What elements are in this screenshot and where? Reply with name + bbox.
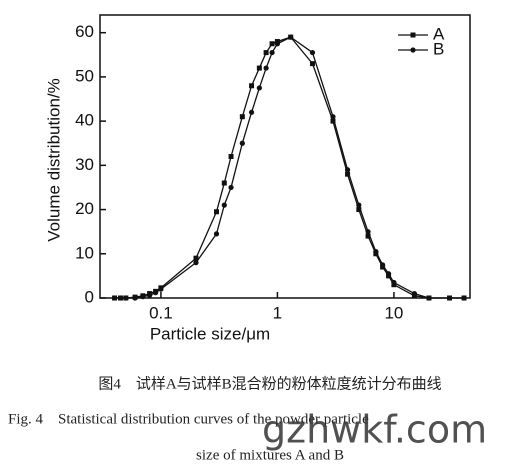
marker — [213, 209, 219, 215]
marker — [356, 202, 362, 208]
marker — [373, 248, 379, 255]
marker — [345, 171, 351, 177]
marker — [147, 292, 153, 298]
y-tick-label: 40 — [75, 111, 94, 130]
marker — [239, 114, 245, 120]
marker — [213, 231, 220, 237]
marker — [248, 109, 255, 115]
marker — [263, 50, 269, 56]
marker — [256, 85, 262, 91]
watermark: gzhwkf.com — [262, 408, 487, 452]
marker — [123, 295, 129, 301]
series-line — [114, 36, 465, 299]
y-tick-label: 10 — [75, 243, 94, 262]
marker — [446, 295, 453, 301]
y-tick-label: 50 — [75, 66, 94, 85]
marker — [426, 295, 432, 301]
marker — [330, 114, 336, 120]
marker — [256, 65, 262, 71]
legend-label: B — [433, 39, 444, 58]
marker — [228, 184, 234, 191]
marker — [249, 83, 255, 89]
caption-cn: 图4 试样A与试样B混合粉的粉体粒度统计分布曲线 — [98, 375, 441, 392]
marker — [380, 262, 386, 268]
marker — [411, 290, 418, 297]
marker — [221, 180, 227, 186]
marker — [365, 229, 371, 235]
marker — [193, 260, 199, 266]
marker — [239, 140, 245, 146]
x-tick-label: 1 — [273, 303, 282, 322]
marker — [461, 295, 467, 301]
marker — [385, 271, 392, 277]
y-axis-label: Volume distribution/% — [44, 78, 63, 241]
y-tick-label: 0 — [85, 287, 94, 306]
marker — [228, 154, 234, 159]
y-tick-label: 30 — [75, 155, 94, 174]
caption-en-2: size of mixtures A and B — [196, 447, 344, 463]
marker — [344, 167, 351, 173]
marker — [288, 34, 294, 40]
x-tick-label: 0.1 — [149, 303, 173, 322]
marker — [356, 207, 362, 213]
x-tick-label: 10 — [384, 303, 403, 322]
marker — [269, 49, 275, 56]
marker — [391, 279, 397, 286]
marker — [309, 61, 315, 67]
marker — [140, 294, 146, 300]
marker — [410, 47, 416, 53]
marker — [193, 255, 199, 261]
marker — [132, 295, 138, 301]
x-axis-label: Particle size/μm — [150, 324, 270, 343]
marker — [117, 295, 124, 301]
marker — [111, 295, 118, 301]
marker — [365, 233, 371, 239]
series-line — [114, 36, 465, 299]
marker — [158, 286, 164, 292]
marker — [274, 41, 281, 47]
plot-frame — [99, 14, 471, 299]
caption-en-1: Fig. 4 Statistical distribution curves o… — [8, 411, 369, 427]
y-tick-label: 20 — [75, 199, 94, 218]
y-tick-label: 60 — [75, 22, 94, 41]
marker — [330, 118, 336, 124]
marker — [269, 41, 275, 47]
marker — [309, 49, 316, 56]
marker — [263, 65, 269, 71]
marker — [221, 202, 227, 208]
marker — [410, 32, 416, 38]
marker — [152, 290, 159, 296]
legend-label: A — [433, 24, 445, 43]
